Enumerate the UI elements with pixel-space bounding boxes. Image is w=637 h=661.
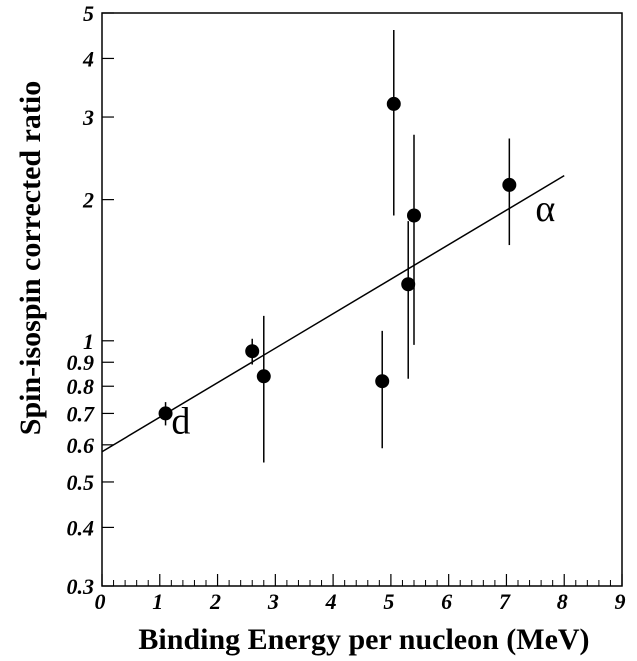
y-ticks: 0.3 0.4 0.5 0.6 0.70.80.91 2 3 4 5: [67, 1, 114, 599]
data-point: [407, 208, 421, 223]
x-axis-title: Binding Energy per nucleon (MeV): [138, 623, 589, 656]
data-point: [245, 344, 260, 359]
data-point: [401, 277, 416, 292]
x-tick-label: 7: [499, 589, 511, 614]
annotation-label: α: [535, 188, 555, 230]
y-tick-label: 0.6: [67, 433, 95, 458]
x-tick-label: 8: [557, 589, 568, 614]
data-points: [158, 29, 517, 463]
y-tick-label: 0.4: [67, 515, 95, 540]
y-axis-title: Spin-isospin corrected ratio: [14, 81, 47, 435]
plot-frame: [101, 12, 623, 587]
x-tick-label: 4: [325, 589, 337, 614]
fit-line-group: [101, 174, 565, 453]
x-tick-label: 3: [267, 589, 279, 614]
data-point: [158, 406, 173, 421]
x-tick-label: 9: [615, 589, 626, 614]
y-tick-label: 0.9: [67, 350, 95, 375]
x-tick-label: 0: [95, 589, 106, 614]
annotation-label: d: [171, 400, 190, 442]
y-tick-label: 1: [83, 329, 94, 354]
data-point: [256, 369, 271, 384]
y-tick-label: 0.3: [67, 574, 95, 599]
fit-line: [101, 174, 565, 453]
data-point: [502, 177, 517, 192]
y-tick-label: 0.5: [67, 470, 95, 495]
y-tick-label: 4: [82, 46, 94, 71]
y-tick-label: 2: [82, 188, 94, 213]
x-ticks: 0 1 2 3 4 5 6 7 8 9: [95, 574, 626, 614]
x-tick-label: 1: [152, 589, 163, 614]
data-point: [386, 96, 401, 111]
annotations: dα: [171, 188, 555, 442]
x-tick-label: 6: [441, 589, 452, 614]
y-tick-label: 5: [83, 1, 94, 26]
y-tick-label: 0.8: [67, 374, 95, 399]
x-tick-label: 5: [383, 589, 394, 614]
x-tick-label: 2: [209, 589, 221, 614]
y-tick-label: 3: [82, 105, 94, 130]
data-point: [375, 374, 390, 389]
y-tick-label: 0.7: [67, 401, 96, 426]
